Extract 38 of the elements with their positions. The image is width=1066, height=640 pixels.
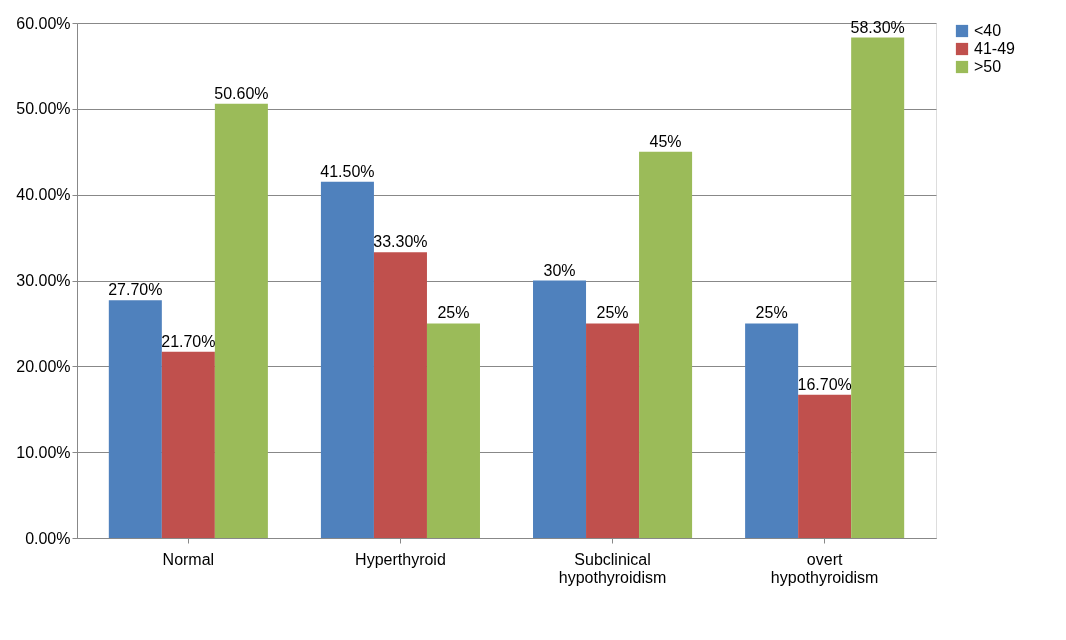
- y-tick-label: 30.00%: [16, 272, 71, 289]
- bar: [161, 351, 215, 538]
- bar: [745, 323, 799, 538]
- legend-label: <40: [974, 22, 1002, 39]
- data-label: 16.70%: [797, 375, 852, 393]
- y-tick-label: 10.00%: [16, 443, 71, 461]
- data-label: 25%: [755, 304, 788, 322]
- bar: [426, 323, 480, 538]
- bar: [320, 181, 374, 538]
- bar: [214, 103, 268, 538]
- data-label: 25%: [596, 304, 629, 322]
- y-tick-label: 50.00%: [16, 100, 71, 118]
- data-label: 30%: [543, 261, 576, 279]
- bar: [373, 252, 427, 538]
- x-tick-label: Normal: [162, 550, 215, 568]
- data-label: 33.30%: [373, 233, 428, 251]
- x-tick-label: Hyperthyroid: [355, 550, 446, 568]
- data-label: 41.50%: [320, 162, 375, 180]
- data-label: 50.60%: [214, 84, 269, 102]
- bar: [586, 323, 640, 538]
- data-label: 27.70%: [108, 281, 163, 299]
- bar: [533, 280, 587, 538]
- y-tick-label: 40.00%: [16, 186, 71, 204]
- bar: [851, 37, 905, 538]
- bar: [108, 300, 162, 538]
- legend-label: 41-49: [974, 40, 1016, 57]
- legend-label: >50: [974, 58, 1002, 75]
- data-label: 45%: [649, 132, 682, 150]
- data-label: 21.70%: [161, 332, 216, 350]
- data-label: 58.30%: [850, 18, 905, 36]
- y-tick-label: 20.00%: [16, 357, 71, 375]
- y-tick-label: 60.00%: [16, 14, 71, 32]
- x-tick-label: Subclinical hypothyroidism: [558, 550, 667, 586]
- bar: [639, 151, 693, 538]
- data-label: 25%: [437, 304, 470, 322]
- bar: [798, 394, 852, 538]
- y-tick-label: 0.00%: [25, 529, 71, 547]
- x-tick-label: overt hypothyroidism: [770, 550, 879, 586]
